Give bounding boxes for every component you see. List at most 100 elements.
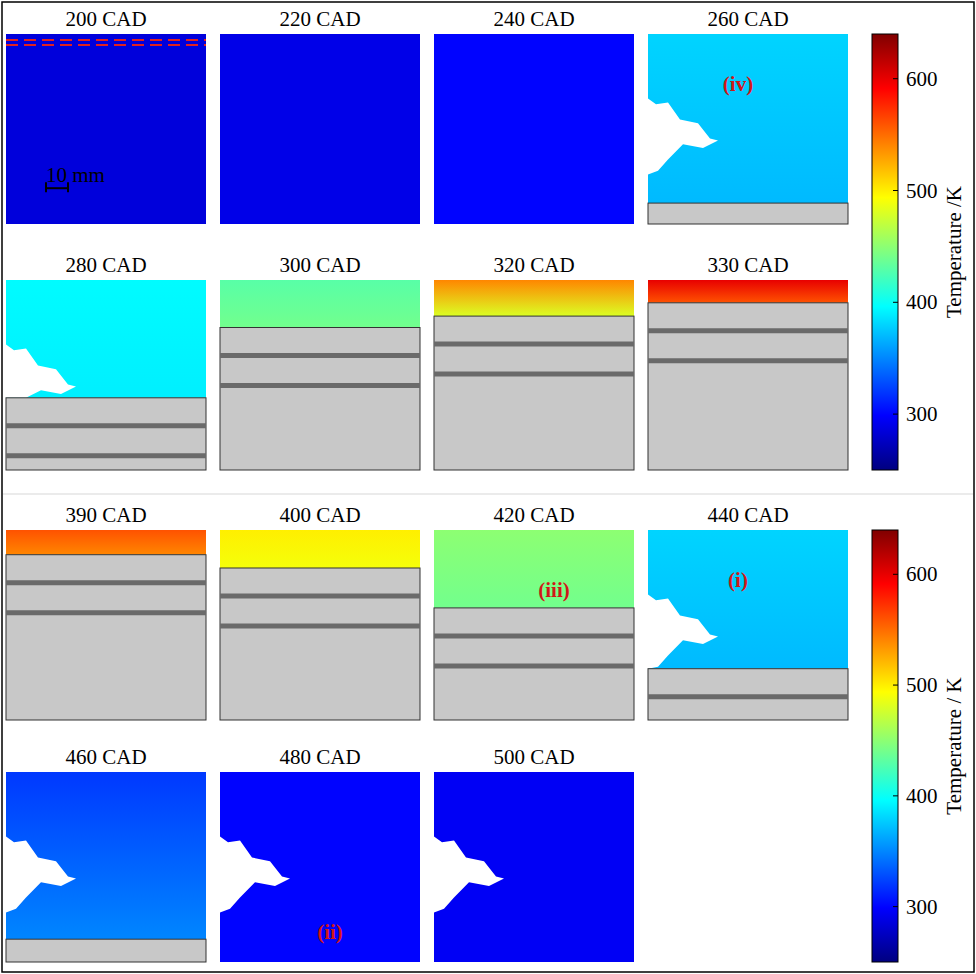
piston-ring [434, 342, 634, 347]
panel-title: 460 CAD [65, 745, 146, 769]
colorbar-tick [893, 574, 898, 575]
colorbar-tick-label: 400 [906, 784, 938, 808]
temperature-field [6, 34, 206, 224]
panel-title: 390 CAD [65, 503, 146, 527]
piston-ring [648, 358, 848, 363]
piston-ring [6, 423, 206, 428]
panel: 240 CAD [434, 7, 634, 224]
scale-bar [45, 182, 47, 192]
piston-ring [434, 633, 634, 638]
panel-title: 420 CAD [493, 503, 574, 527]
piston-ring [434, 663, 634, 668]
group-separator [3, 493, 973, 495]
piston-ring [220, 594, 420, 599]
panel-title: 320 CAD [493, 253, 574, 277]
colorbar: 300400500600Temperature /K [872, 34, 966, 470]
colorbar-tick-label: 600 [906, 67, 938, 91]
dashed-marker [6, 44, 206, 46]
panel: 500 CAD [434, 745, 634, 962]
panel: 260 CAD (iv) [648, 7, 848, 224]
panel-title: 260 CAD [707, 7, 788, 31]
piston [6, 555, 206, 720]
piston-ring [434, 372, 634, 377]
piston [434, 316, 634, 470]
colorbar-tick-label: 300 [906, 895, 938, 919]
scale-bar [67, 182, 69, 192]
piston [434, 608, 634, 720]
figure: 200 CAD 10 mm 220 CAD 240 CAD 260 CAD (iv) 280… [0, 0, 976, 974]
panel: 460 CAD [6, 745, 206, 962]
colorbar-tick [893, 78, 898, 79]
colorbar-bar [872, 530, 898, 962]
annotation: (ii) [317, 920, 343, 944]
masked-region [6, 837, 76, 913]
piston-ring [220, 383, 420, 388]
masked-region [648, 99, 718, 175]
panel-title: 220 CAD [279, 7, 360, 31]
temperature-field [220, 530, 420, 568]
piston-ring [648, 694, 848, 699]
colorbar-label: Temperature / K [942, 677, 966, 814]
annotation: (iv) [723, 72, 753, 96]
panel: 440 CAD (i) [648, 503, 848, 720]
masked-region [648, 595, 718, 669]
panel-title: 400 CAD [279, 503, 360, 527]
piston [648, 303, 848, 470]
outer-frame [2, 2, 974, 972]
panel: 480 CAD (ii) [220, 745, 420, 962]
annotation: (i) [728, 568, 748, 592]
colorbar-tick [893, 190, 898, 191]
panel-title: 500 CAD [493, 745, 574, 769]
colorbar-tick-label: 300 [906, 402, 938, 426]
panel-title: 300 CAD [279, 253, 360, 277]
temperature-field [434, 34, 634, 224]
panel: 280 CAD [6, 253, 206, 470]
panel: 400 CAD [220, 503, 420, 720]
colorbar-tick-label: 500 [906, 179, 938, 203]
colorbar: 300 400 500 600 Temperature / K [872, 530, 966, 962]
piston [220, 568, 420, 720]
panel: 220 CAD [220, 7, 420, 224]
scale-bar [46, 187, 68, 189]
piston [6, 939, 206, 962]
temperature-field [648, 280, 848, 303]
temperature-field [6, 280, 206, 398]
piston [648, 203, 848, 224]
temperature-field [220, 280, 420, 328]
colorbar-tick [893, 685, 898, 686]
panel-title: 440 CAD [707, 503, 788, 527]
panel-title: 330 CAD [707, 253, 788, 277]
piston-ring [6, 453, 206, 458]
dashed-marker [6, 39, 206, 41]
panel: 200 CAD 10 mm [6, 7, 206, 224]
temperature-field [648, 530, 848, 669]
panel-title: 200 CAD [65, 7, 146, 31]
temperature-field [6, 530, 206, 555]
temperature-field [6, 772, 206, 939]
piston-ring [648, 328, 848, 333]
colorbar-tick-label: 600 [906, 562, 938, 586]
panel: 330 CAD [648, 253, 848, 470]
masked-region [6, 345, 76, 398]
masked-region [220, 837, 290, 913]
annotation: (iii) [538, 578, 570, 602]
colorbar-tick [893, 414, 898, 415]
temperature-field [648, 34, 848, 203]
piston-ring [6, 580, 206, 585]
panel: 320 CAD [434, 253, 634, 470]
scale-bar-label: 10 mm [46, 163, 105, 187]
colorbar-tick [893, 302, 898, 303]
colorbar-tick [893, 906, 898, 907]
panel-title: 240 CAD [493, 7, 574, 31]
temperature-field [434, 280, 634, 316]
temperature-field [434, 772, 634, 962]
piston-ring [6, 610, 206, 615]
colorbar-label: Temperature /K [942, 186, 966, 318]
masked-region [434, 837, 504, 913]
piston-ring [220, 353, 420, 358]
colorbar-tick-label: 500 [906, 673, 938, 697]
colorbar-bar [872, 34, 898, 470]
piston [648, 669, 848, 720]
panel-title: 480 CAD [279, 745, 360, 769]
panel-title: 280 CAD [65, 253, 146, 277]
